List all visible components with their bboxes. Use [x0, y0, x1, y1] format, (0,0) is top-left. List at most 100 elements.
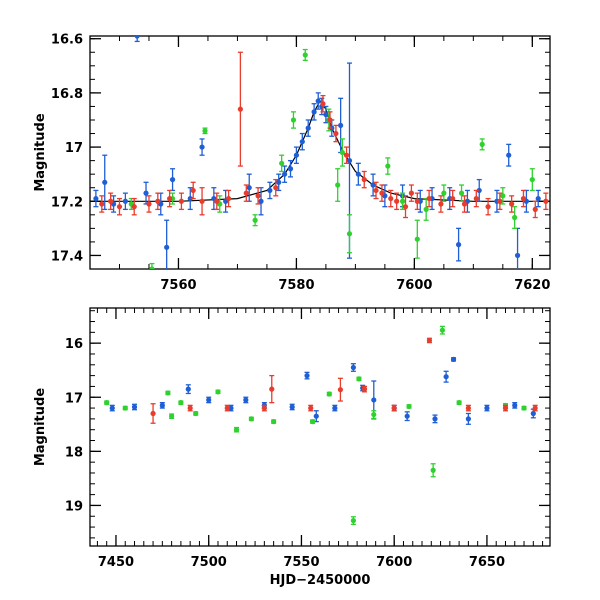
data-point: [290, 111, 297, 129]
point-marker: [485, 204, 491, 210]
point-marker: [293, 152, 300, 158]
data-point: [237, 51, 243, 167]
point-marker: [439, 327, 446, 333]
data-point: [131, 403, 138, 411]
point-marker: [532, 405, 538, 411]
data-point: [122, 405, 128, 411]
point-marker: [443, 374, 449, 380]
point-marker: [143, 190, 149, 196]
data-point: [305, 119, 311, 137]
data-point: [402, 195, 409, 219]
data-point: [273, 178, 279, 197]
point-marker: [497, 198, 503, 204]
point-marker: [287, 166, 294, 172]
point-marker: [311, 109, 317, 115]
red-series: [99, 51, 549, 219]
data-point: [521, 405, 527, 411]
point-marker: [327, 117, 333, 123]
data-point: [193, 410, 199, 417]
point-marker: [502, 405, 509, 411]
point-marker: [289, 404, 295, 410]
blue-series: [93, 36, 541, 269]
data-point: [450, 356, 457, 362]
data-point: [223, 189, 229, 213]
data-point: [261, 404, 267, 412]
data-point: [99, 195, 105, 213]
data-point: [323, 105, 329, 124]
data-point: [485, 197, 491, 216]
point-marker: [149, 266, 155, 269]
point-marker: [529, 176, 535, 183]
data-point: [289, 403, 295, 411]
point-marker: [187, 405, 193, 411]
top-panel: 7560 7580 7600 7620 16.6 16.8 17 17.2 17.4 Magnit…: [33, 33, 551, 293]
point-marker: [338, 122, 344, 129]
point-marker: [185, 386, 191, 392]
point-marker: [509, 201, 515, 207]
point-marker: [214, 198, 220, 204]
data-point: [214, 192, 220, 211]
data-point: [473, 189, 479, 208]
point-marker: [267, 187, 273, 194]
point-marker: [146, 201, 152, 207]
data-point: [187, 187, 193, 211]
point-marker: [521, 405, 527, 411]
point-marker: [484, 405, 490, 411]
data-point: [529, 168, 535, 192]
data-point: [406, 403, 412, 410]
point-marker: [339, 149, 346, 156]
point-marker: [404, 413, 410, 419]
point-marker: [350, 364, 356, 371]
data-point: [506, 143, 512, 167]
point-marker: [228, 405, 234, 411]
point-marker: [169, 176, 176, 183]
point-marker: [388, 195, 394, 202]
point-marker: [282, 171, 288, 177]
data-point: [502, 404, 509, 412]
x-tick-label: 7650: [469, 555, 505, 570]
point-marker: [371, 411, 377, 418]
point-marker: [131, 404, 138, 410]
data-point: [293, 146, 300, 164]
data-point: [509, 195, 515, 213]
point-marker: [248, 416, 254, 422]
point-marker: [399, 198, 406, 204]
data-point: [346, 214, 353, 254]
data-point: [500, 187, 506, 205]
y-tick-label: 18: [65, 445, 83, 460]
data-point: [308, 404, 314, 412]
point-marker: [155, 198, 161, 204]
point-marker: [290, 117, 297, 123]
point-marker: [261, 405, 267, 411]
data-point: [224, 404, 230, 412]
data-point: [311, 103, 317, 121]
point-marker: [456, 400, 462, 406]
point-marker: [116, 204, 123, 210]
data-point: [178, 192, 185, 211]
point-marker: [224, 405, 230, 411]
data-point: [543, 192, 549, 211]
y-tick-label: 19: [65, 499, 83, 514]
point-marker: [199, 198, 205, 204]
plot-area: [104, 325, 538, 526]
data-point: [167, 189, 173, 208]
data-point: [385, 157, 391, 175]
data-point: [476, 178, 482, 202]
point-marker: [423, 206, 429, 212]
data-point: [356, 376, 362, 382]
point-marker: [326, 391, 332, 397]
point-marker: [269, 386, 275, 392]
y-tick-label: 17: [65, 391, 83, 406]
point-marker: [346, 158, 353, 164]
blue-series: [109, 356, 536, 425]
point-marker: [302, 52, 308, 58]
x-tick-label: 7600: [396, 278, 432, 293]
data-point: [461, 195, 468, 213]
data-point: [532, 200, 538, 219]
point-marker: [514, 252, 521, 259]
point-marker: [190, 187, 196, 194]
point-marker: [258, 198, 264, 204]
data-point: [158, 192, 164, 216]
data-point: [450, 189, 456, 208]
point-marker: [356, 376, 362, 382]
